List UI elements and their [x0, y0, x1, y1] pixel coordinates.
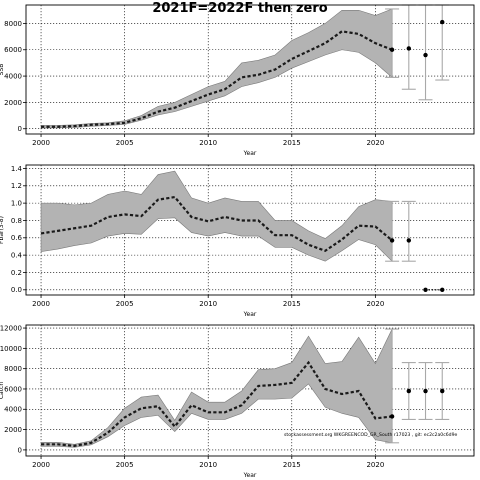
fbar-axes-frame	[25, 164, 475, 296]
fbar-y-tick-label: 0.4	[11, 252, 23, 260]
ssb-axes-frame	[25, 4, 475, 135]
catch-forecast-point	[389, 414, 395, 419]
fbar-y-axis-label: Fbar(3-8)	[0, 216, 5, 244]
chart-panels: 2000 2005 2010 2015 2020 0 2000 4000 6000 8000 Yea…	[0, 4, 475, 479]
fbar-x-tick-label: 2020	[366, 300, 384, 308]
catch-estimate-line	[41, 360, 393, 447]
catch-x-tick-label: 2010	[199, 461, 217, 469]
fbar-y-tick-label: 0.0	[11, 286, 22, 294]
fbar-x-tick-label: 2005	[116, 300, 134, 308]
fbar-forecast-point	[406, 238, 412, 243]
ssb-forecast-point	[440, 19, 445, 25]
catch-y-tick-label: 2000	[4, 426, 22, 434]
fbar-y-tick-label: 0.2	[11, 269, 22, 277]
ssb-y-tick-label: 4000	[4, 72, 22, 80]
catch-x-tick-label: 2020	[366, 461, 384, 469]
fbar-y-tick-label: 0.6	[11, 234, 23, 242]
fbar-confidence-band	[40, 170, 393, 262]
catch-panel: 2000 2005 2010 2015 2020 0 2000 4000 6000 8000 100…	[0, 324, 475, 479]
fbar-forecast-point	[389, 238, 395, 243]
ssb-y-tick-label: 2000	[4, 99, 22, 107]
catch-y-tick-label: 6000	[4, 385, 22, 393]
catch-forecast-point	[440, 388, 445, 394]
ssb-confidence-band	[40, 8, 393, 129]
ssb-x-axis-label: Year	[243, 150, 257, 157]
fbar-x-tick-label: 2015	[283, 300, 301, 308]
ssb-x-tick-label: 2015	[283, 139, 301, 147]
catch-y-tick-label: 8000	[4, 365, 22, 373]
catch-x-tick-label: 2015	[283, 461, 301, 469]
catch-y-tick-label: 10000	[0, 345, 22, 353]
catch-x-axis-label: Year	[243, 472, 257, 479]
fbar-x-tick-label: 2000	[32, 300, 50, 308]
ssb-panel: 2000 2005 2010 2015 2020 0 2000 4000 6000 8000 Yea…	[0, 4, 475, 157]
ssb-x-tick-label: 2000	[32, 139, 50, 147]
fbar-y-tick-label: 0.8	[11, 217, 22, 225]
ssb-x-tick-label: 2020	[366, 139, 384, 147]
fbar-panel: 2000 2005 2010 2015 2020 0.0 0.2 0.4 0.6 0.8 1.0 1.…	[0, 164, 475, 318]
fbar-y-tick-label: 1.0	[11, 200, 22, 208]
fbar-x-axis-label: Year	[243, 311, 257, 318]
ssb-y-tick-label: 6000	[4, 46, 22, 54]
catch-x-tick-label: 2000	[32, 461, 50, 469]
ssb-x-tick-label: 2005	[116, 139, 134, 147]
fbar-x-tick-label: 2010	[199, 300, 217, 308]
figure-title: 2021F=2022F then zero	[152, 1, 327, 16]
ssb-forecast-point	[406, 46, 412, 51]
catch-y-tick-label: 12000	[0, 324, 22, 332]
catch-x-tick-label: 2005	[116, 461, 134, 469]
ssb-y-tick-label: 8000	[4, 20, 22, 28]
ssb-x-tick-label: 2010	[199, 139, 217, 147]
ssb-y-axis-label: SSB	[0, 64, 5, 76]
ssb-estimate-line	[41, 30, 393, 128]
fbar-y-tick-label: 1.4	[11, 165, 23, 173]
ssb-y-tick-label: 0	[18, 125, 22, 133]
provenance-note: stockassessment.org WKGREENCOD_GR_South …	[284, 432, 457, 438]
fbar-estimate-line	[40, 195, 393, 253]
catch-y-tick-label: 0	[18, 446, 22, 454]
catch-axes-frame	[25, 324, 475, 457]
catch-confidence-band	[40, 328, 393, 448]
ssb-forecast-point	[389, 47, 395, 52]
fbar-y-tick-label: 1.2	[11, 182, 22, 190]
catch-forecast-point	[406, 388, 412, 394]
catch-forecast-point	[423, 388, 428, 394]
catch-y-axis-label: Catch	[0, 382, 5, 400]
catch-y-tick-label: 4000	[4, 406, 22, 414]
ssb-forecast-point	[423, 52, 428, 58]
